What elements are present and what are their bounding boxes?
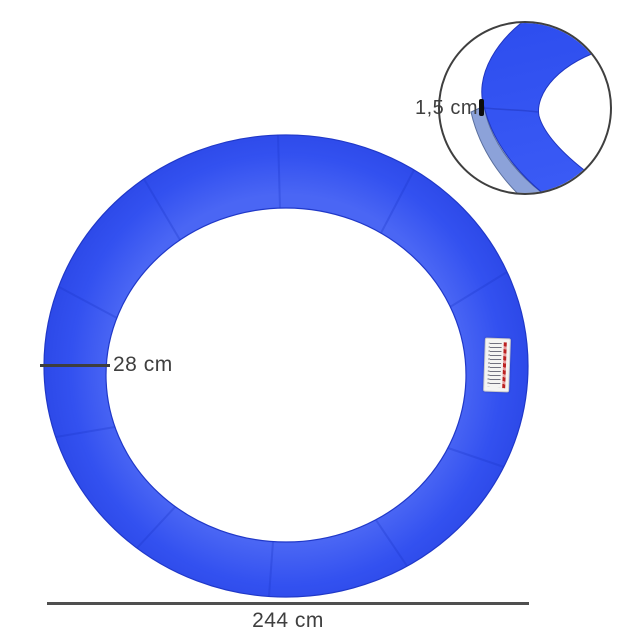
inset-pad-seam	[483, 107, 539, 113]
inset-pad-surface	[481, 23, 610, 193]
inset-pad-side-edge	[470, 105, 610, 193]
inset-circle-border	[438, 21, 612, 195]
outer-diameter-dimension-line	[47, 602, 529, 605]
pad-width-label: 28 cm	[113, 353, 173, 376]
pad-width-dimension-line	[40, 364, 110, 367]
thickness-tick-mark	[479, 99, 484, 116]
warning-label-text-lines	[487, 342, 502, 388]
warning-label	[483, 337, 511, 393]
thickness-inset-detail	[438, 21, 612, 195]
pad-ring	[43, 134, 529, 598]
pad-thickness-label: 1,5 cm	[414, 97, 478, 119]
outer-diameter-label: 244 cm	[252, 609, 324, 632]
pad-seam-lines	[55, 134, 508, 597]
warning-label-red-stripe	[502, 342, 507, 389]
